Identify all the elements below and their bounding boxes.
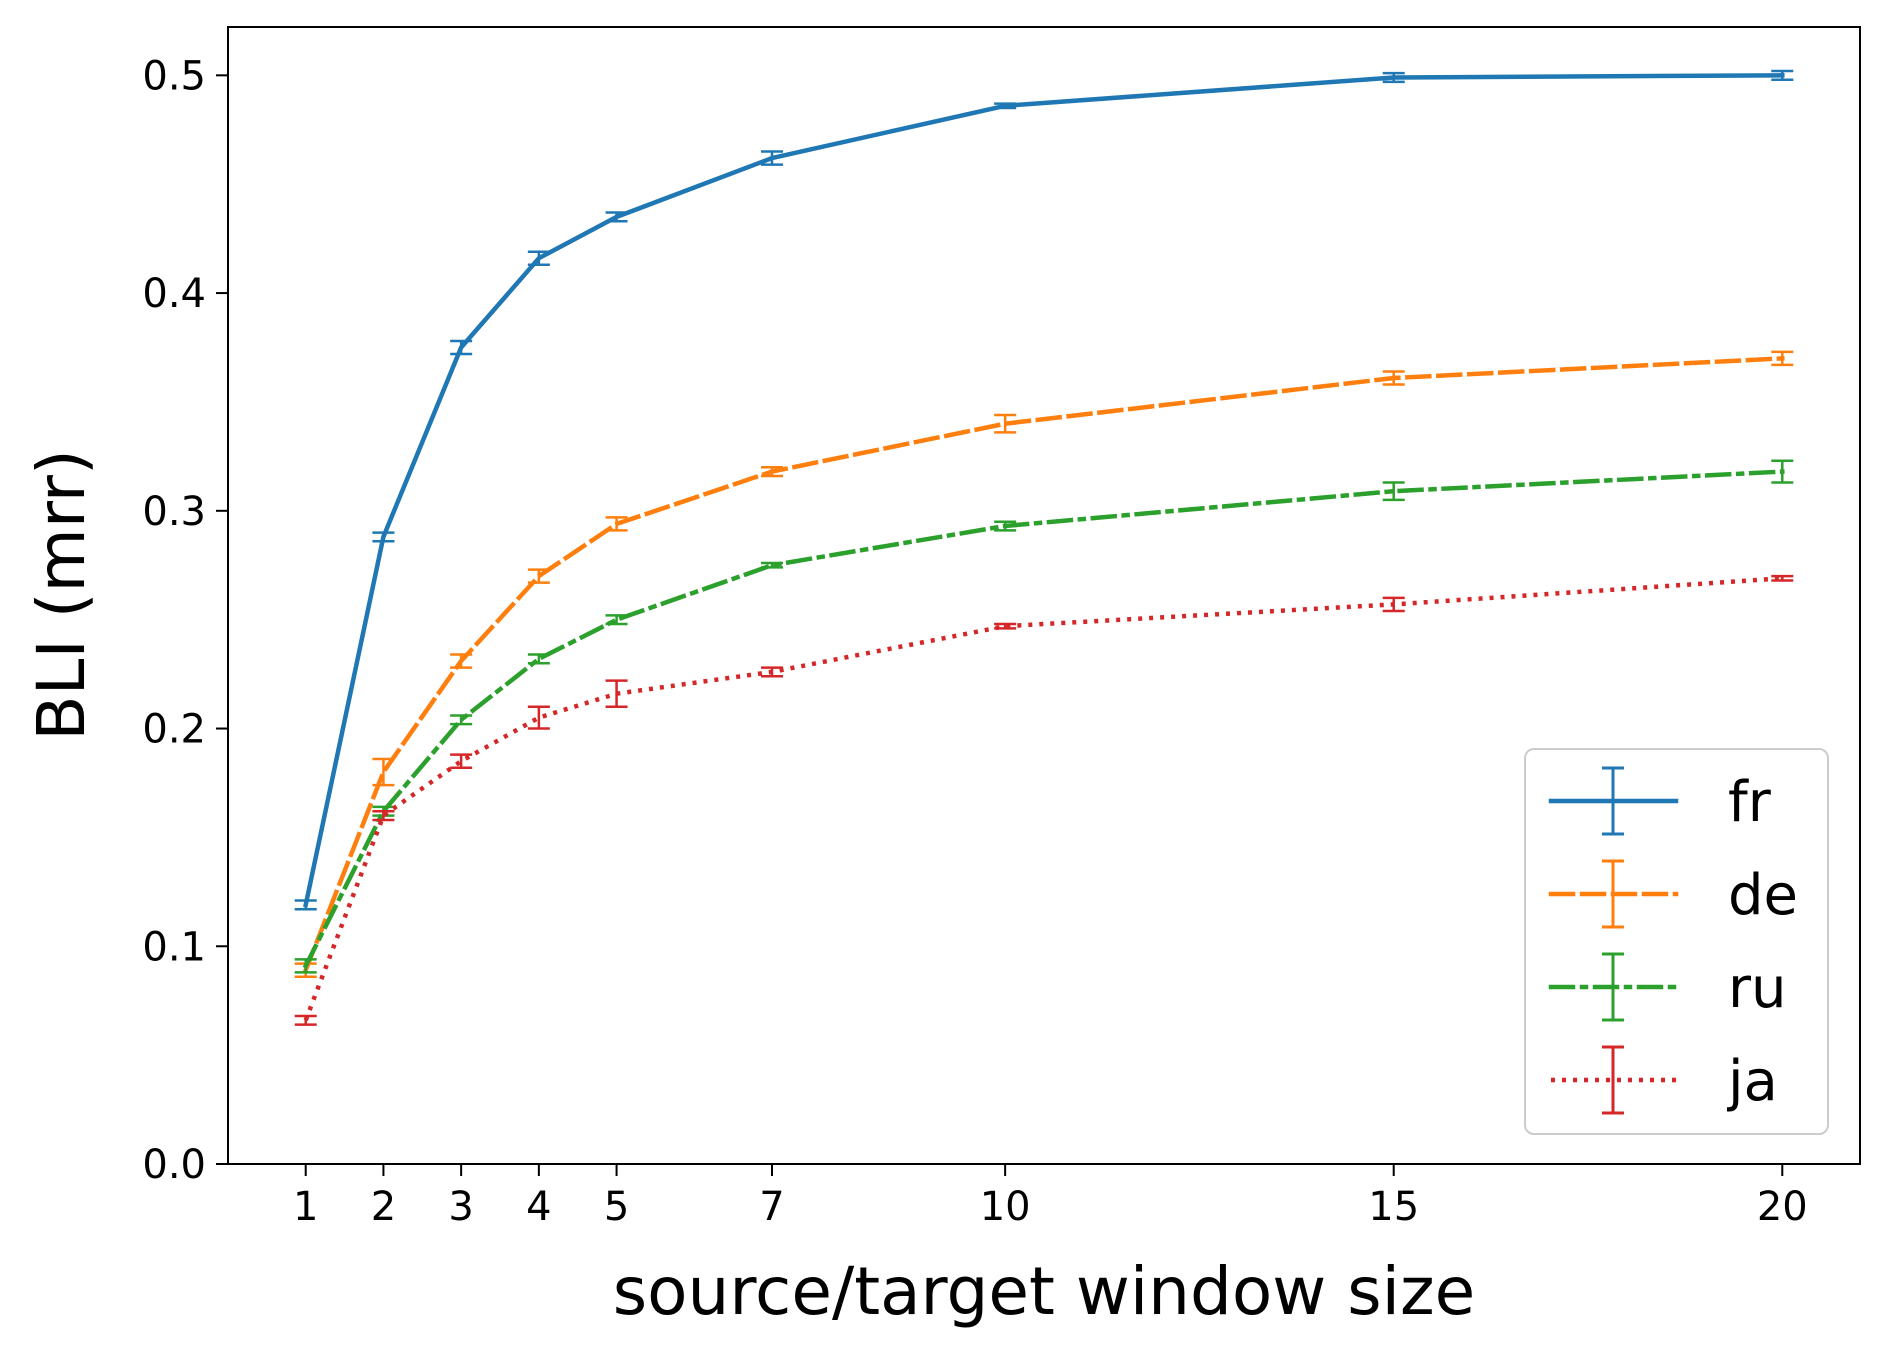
x-tick-label: 20 bbox=[1757, 1184, 1808, 1230]
y-tick-label: 0.0 bbox=[142, 1142, 206, 1188]
error-bar-fr bbox=[294, 899, 317, 911]
x-axis: 1 2 3 4 5 7 10 15 20 bbox=[293, 1164, 1808, 1230]
error-bar-ru bbox=[994, 520, 1017, 532]
legend-label-ja: ja bbox=[1726, 1049, 1778, 1114]
x-tick-label: 7 bbox=[759, 1184, 784, 1230]
x-tick-label: 10 bbox=[980, 1184, 1031, 1230]
error-bar-de bbox=[1771, 350, 1794, 367]
error-bar-ja bbox=[372, 810, 395, 822]
x-tick-label: 5 bbox=[604, 1184, 629, 1230]
error-bar-fr bbox=[527, 250, 550, 267]
legend-label-de: de bbox=[1728, 863, 1798, 928]
series-layer bbox=[294, 69, 1794, 1026]
error-bar-ru bbox=[1771, 459, 1794, 484]
x-axis-title: source/target window size bbox=[613, 1253, 1475, 1330]
plot-area-frame bbox=[227, 26, 1861, 1165]
error-bar-ja bbox=[1382, 596, 1405, 613]
series-fr bbox=[294, 69, 1794, 911]
error-bar-fr bbox=[761, 150, 783, 166]
error-bar-ru bbox=[294, 958, 317, 974]
y-axis: 0.0 0.1 0.2 0.3 0.4 0.5 bbox=[142, 53, 228, 1188]
x-tick-label: 15 bbox=[1368, 1184, 1419, 1230]
y-axis-title: BLI (mrr) bbox=[23, 449, 100, 740]
error-bar-ja bbox=[527, 705, 550, 730]
x-tick-label: 1 bbox=[293, 1184, 318, 1230]
y-tick-label: 0.1 bbox=[142, 924, 206, 970]
series-ru bbox=[294, 459, 1794, 974]
error-bar-de bbox=[605, 516, 628, 532]
legend-entry-fr: fr bbox=[1548, 766, 1772, 836]
error-bar-ru bbox=[450, 714, 473, 726]
y-tick-label: 0.2 bbox=[142, 707, 206, 753]
legend-box bbox=[1524, 748, 1829, 1135]
error-bar-ja bbox=[994, 622, 1017, 630]
x-tick-label: 2 bbox=[371, 1184, 396, 1230]
legend-entry-ru: ru bbox=[1548, 952, 1787, 1022]
error-bar-de bbox=[450, 653, 473, 669]
error-bar-fr bbox=[994, 102, 1017, 110]
legend-label-ru: ru bbox=[1728, 956, 1787, 1021]
error-bar-ja bbox=[294, 1014, 317, 1026]
error-bar-fr bbox=[1771, 69, 1794, 81]
series-de bbox=[294, 350, 1794, 978]
error-bar-de bbox=[761, 466, 783, 478]
error-bar-ja bbox=[1771, 574, 1794, 582]
series-line-ru bbox=[302, 469, 1785, 969]
error-bar-fr bbox=[372, 531, 395, 543]
y-tick-label: 0.4 bbox=[142, 271, 206, 317]
x-tick-label: 3 bbox=[448, 1184, 473, 1230]
x-tick-label: 4 bbox=[526, 1184, 551, 1230]
error-bar-de bbox=[1382, 370, 1405, 386]
error-bar-ja bbox=[450, 753, 473, 769]
legend-entry-de: de bbox=[1548, 859, 1798, 929]
error-bar-fr bbox=[450, 339, 473, 356]
error-bar-ja bbox=[605, 679, 628, 709]
error-bar-fr bbox=[605, 211, 628, 223]
legend-entry-ja: ja bbox=[1551, 1045, 1778, 1115]
legend: fr de ru ja bbox=[1524, 748, 1829, 1135]
series-ja bbox=[294, 574, 1794, 1026]
error-bar-fr bbox=[1382, 71, 1405, 84]
error-bar-ja bbox=[761, 666, 783, 678]
error-bar-ru bbox=[761, 561, 783, 569]
error-bar-de bbox=[994, 413, 1017, 434]
error-bar-ru bbox=[1382, 481, 1405, 502]
y-tick-label: 0.5 bbox=[142, 53, 206, 99]
y-tick-label: 0.3 bbox=[142, 489, 206, 535]
error-bar-ru bbox=[605, 614, 628, 626]
error-bar-ru bbox=[527, 653, 550, 665]
error-bar-de bbox=[372, 757, 395, 787]
legend-label-fr: fr bbox=[1728, 770, 1772, 835]
error-bar-de bbox=[527, 568, 550, 584]
